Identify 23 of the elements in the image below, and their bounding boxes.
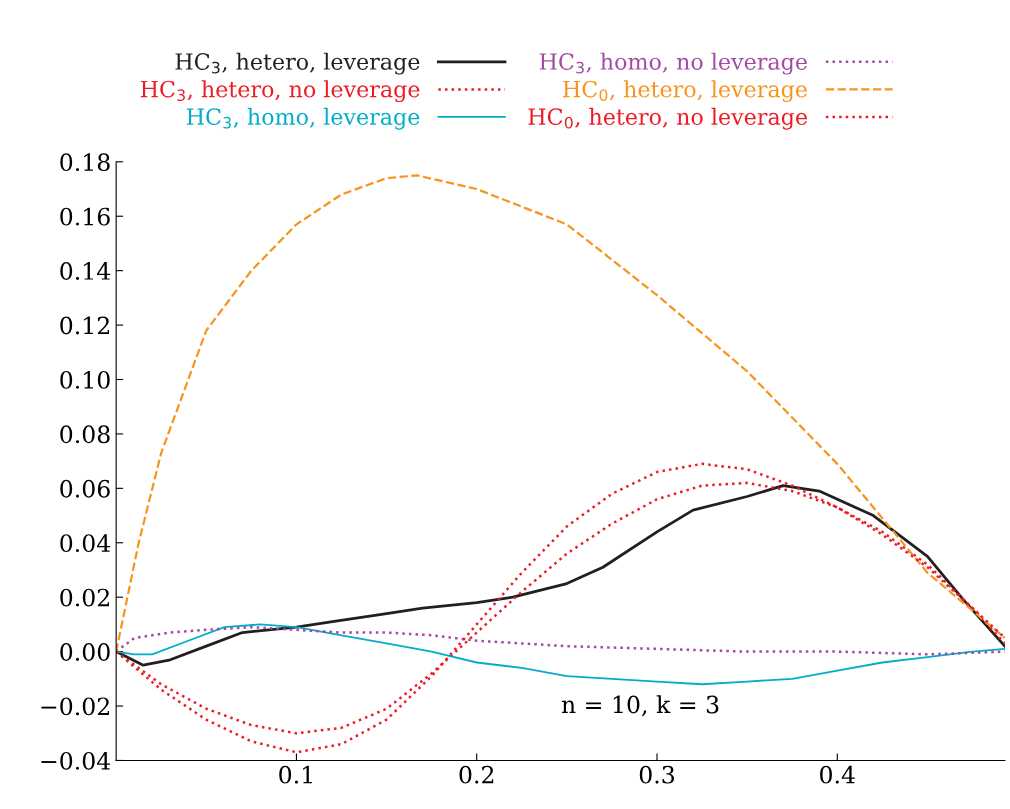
y-tick-label: 0.00 bbox=[60, 643, 110, 661]
legend-label: HC$_{3}$, homo, no leverage bbox=[539, 52, 807, 75]
legend-label: HC$_{3}$, hetero, leverage bbox=[175, 52, 420, 75]
y-tick-label: 0.06 bbox=[60, 479, 110, 498]
y-tick-label: −0.02 bbox=[41, 697, 109, 716]
x-tick-label: 0.2 bbox=[459, 765, 494, 784]
y-tick-label: 0.14 bbox=[60, 262, 111, 280]
y-tick-label: 0.04 bbox=[60, 534, 111, 553]
legend-label: HC$_{3}$, homo, leverage bbox=[186, 107, 420, 130]
legend-label: HC$_{3}$, hetero, no leverage bbox=[140, 80, 420, 103]
y-tick-label: 0.02 bbox=[60, 588, 109, 607]
y-tick-label: 0.16 bbox=[60, 207, 110, 226]
y-tick-label: 0.10 bbox=[60, 370, 110, 389]
legend-label: HC$_{0}$, hetero, no leverage bbox=[528, 107, 807, 130]
y-tick-label: −0.04 bbox=[41, 751, 111, 770]
x-tick-label: 0.4 bbox=[820, 765, 855, 784]
y-tick-label: 0.08 bbox=[60, 425, 110, 444]
y-tick-label: 0.12 bbox=[60, 316, 109, 335]
legend-label: HC$_{0}$, hetero, leverage bbox=[563, 80, 807, 103]
y-tick-label: 0.18 bbox=[60, 153, 110, 172]
annotation: n = 10, k = 3 bbox=[561, 695, 719, 717]
x-tick-label: 0.1 bbox=[279, 765, 312, 784]
x-tick-label: 0.3 bbox=[639, 765, 675, 784]
